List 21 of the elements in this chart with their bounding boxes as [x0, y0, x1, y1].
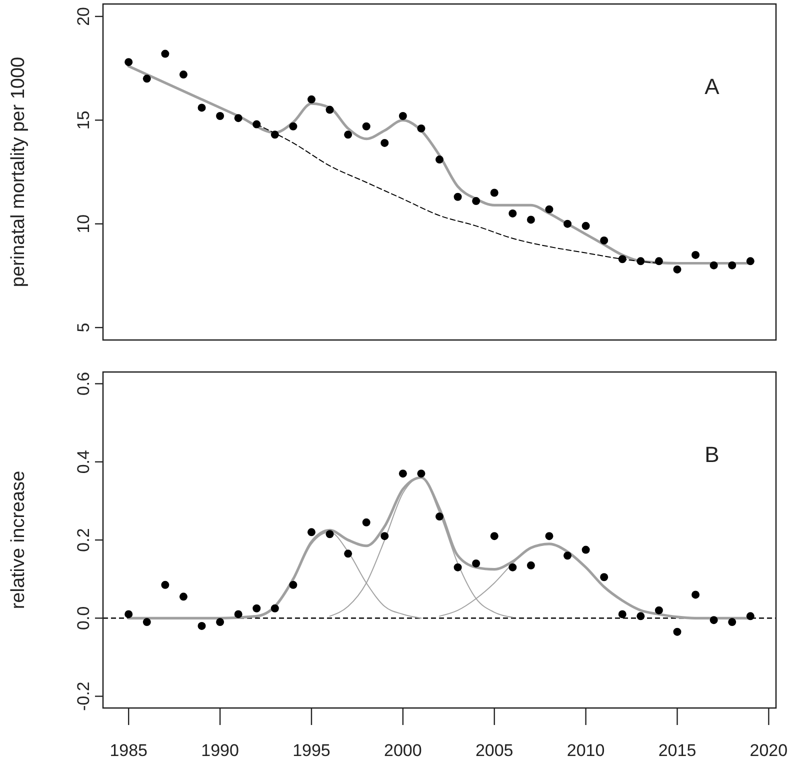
y-tick-label: 15 — [74, 110, 93, 130]
x-tick-label: 1985 — [110, 741, 148, 760]
y-tick-label: -0.2 — [74, 682, 93, 711]
annotation: B — [704, 442, 720, 467]
x-tick-label: 1990 — [201, 741, 239, 760]
x-tick-label: 2000 — [384, 741, 422, 760]
y-tick-label: 0.0 — [74, 606, 93, 630]
y-tick-label: 20 — [74, 6, 93, 26]
annotation: A — [704, 74, 720, 99]
y-axis-title: perinatal mortality per 1000 — [8, 56, 29, 288]
y-axis-title: relative increase — [8, 470, 29, 610]
x-tick-label: 2005 — [475, 741, 514, 760]
x-tick-label: 2015 — [658, 741, 696, 760]
x-tick-label: 1995 — [292, 741, 330, 760]
x-tick-label: 2010 — [566, 741, 605, 760]
y-tick-label: 0.6 — [74, 372, 93, 396]
y-tick-label: 0.2 — [74, 528, 93, 552]
y-tick-label: 10 — [74, 214, 93, 234]
y-tick-label: 0.4 — [74, 450, 93, 474]
y-tick-label: 5 — [74, 322, 93, 332]
x-tick-label: 2020 — [750, 741, 788, 760]
